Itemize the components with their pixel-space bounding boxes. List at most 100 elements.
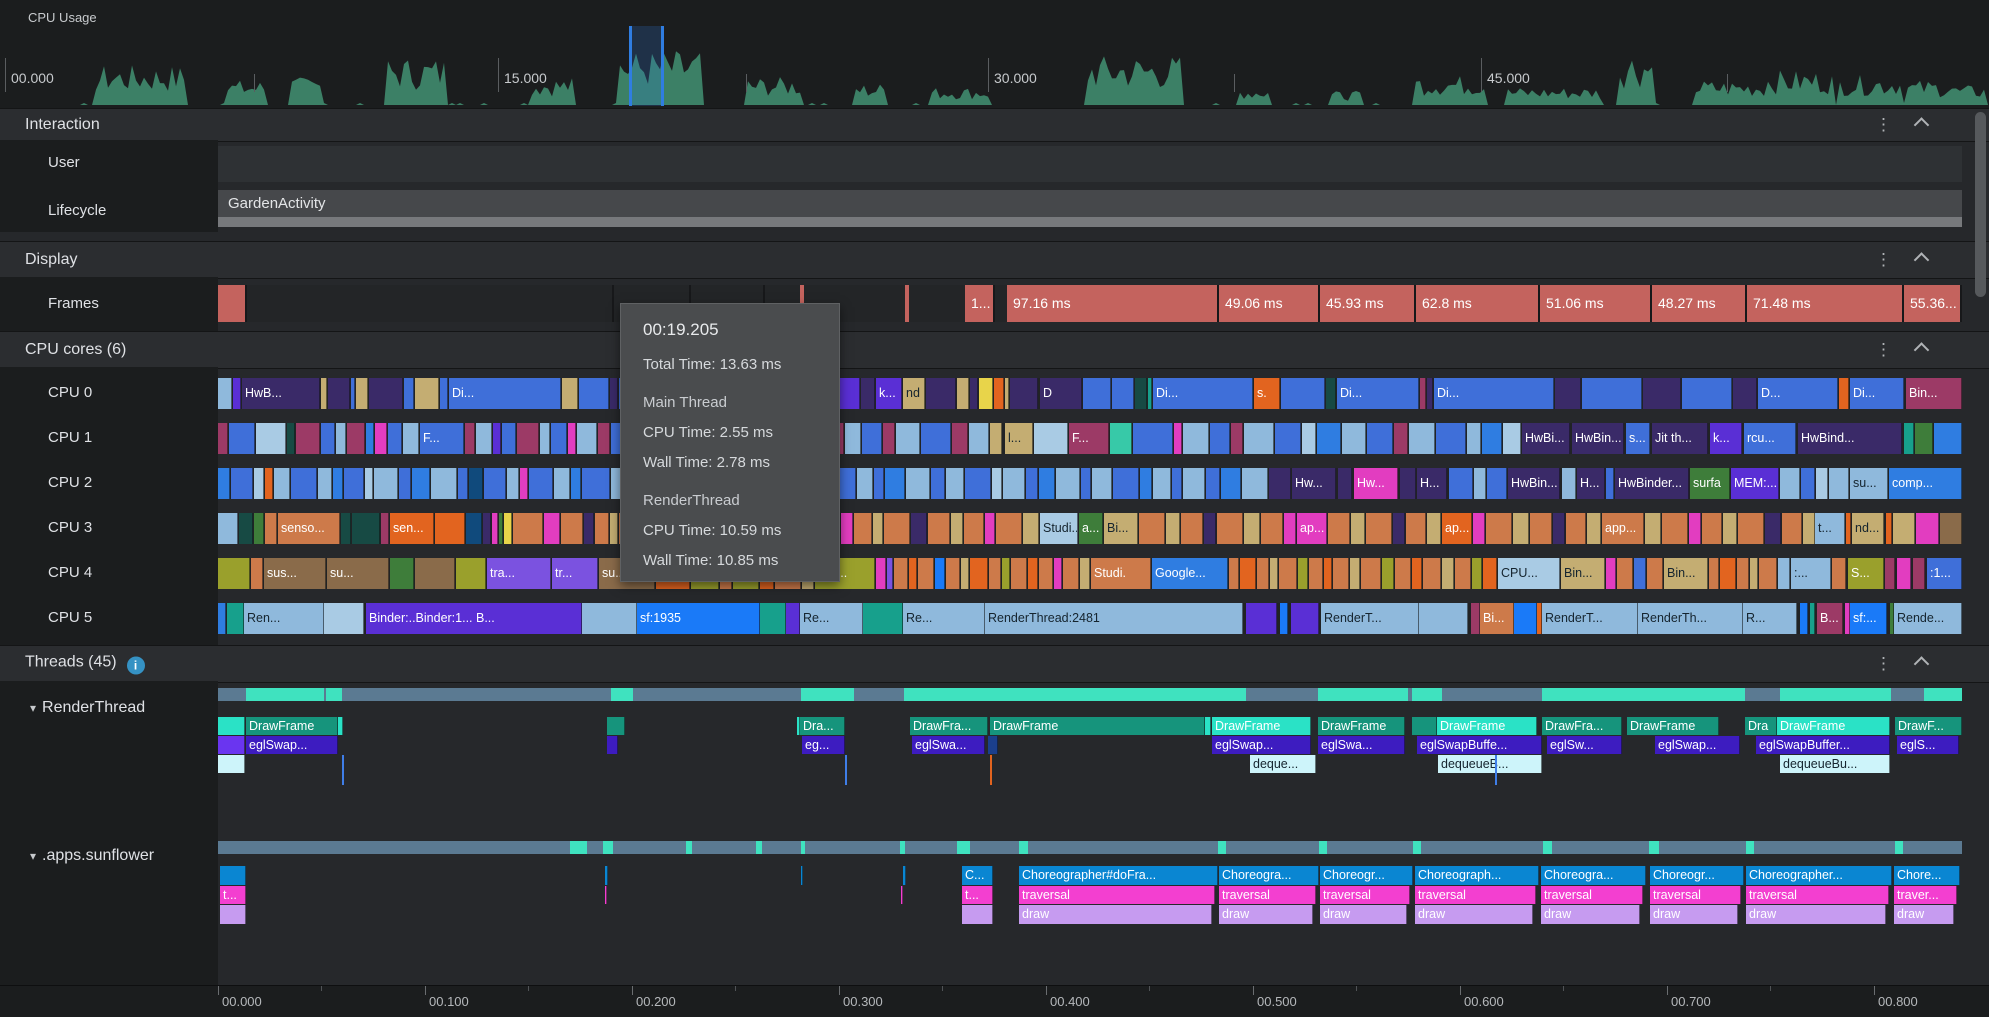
cpu-core-segment[interactable]: tr...: [552, 558, 598, 589]
trace-event-eglswapbuffers[interactable]: eglSw...: [1547, 736, 1622, 754]
frames-track[interactable]: 1... 97.16 ms 49.06 ms 45.93 ms 62.8 ms 51.06…: [218, 285, 1962, 322]
cpu-core-segment[interactable]: [1039, 468, 1055, 499]
cpu-core-segment[interactable]: [1003, 468, 1025, 499]
cpu-core-segment[interactable]: [1643, 378, 1681, 409]
cpu-core-segment[interactable]: :1...: [1927, 558, 1962, 589]
cpu-core-segment[interactable]: [1366, 513, 1392, 544]
cpu-core-segment[interactable]: [946, 468, 964, 499]
trace-event-dequeuebuffer[interactable]: [218, 755, 245, 773]
cpu-core-segment[interactable]: [513, 513, 543, 544]
cpu-core-segment[interactable]: [883, 423, 895, 454]
cpu-core-segment[interactable]: [1054, 558, 1062, 589]
cpu-core-segment[interactable]: Re...: [903, 603, 985, 634]
trace-event-choreographer[interactable]: Choreogra...: [1219, 866, 1319, 885]
chevron-down-icon[interactable]: ▾: [30, 849, 37, 863]
cpu-core-segment[interactable]: [1153, 468, 1171, 499]
cpu-core-segment[interactable]: [218, 468, 230, 499]
cpu-core-segment[interactable]: [1442, 558, 1454, 589]
cpu-core-segment[interactable]: [1284, 513, 1296, 544]
frame-block[interactable]: 1...: [965, 285, 995, 322]
cpu-core-segment[interactable]: [1270, 558, 1278, 589]
cpu-core-segment[interactable]: [1810, 603, 1815, 634]
cpu-core-segment[interactable]: HwBind...: [1798, 423, 1902, 454]
trace-event-choreographer[interactable]: [801, 866, 803, 885]
cpu-core-segment[interactable]: [1183, 468, 1205, 499]
cpu-core-segment[interactable]: [571, 468, 581, 499]
cpu-core-segment[interactable]: k...: [1710, 423, 1742, 454]
cpu-core-segment[interactable]: a...: [1079, 513, 1103, 544]
cpu-core-segment[interactable]: [970, 558, 988, 589]
cpu-core-segment[interactable]: Rende...: [1894, 603, 1962, 634]
cpu-core-segment[interactable]: [1257, 558, 1269, 589]
cpu-core-segment[interactable]: [1419, 603, 1468, 634]
cpu-core-segment[interactable]: [291, 468, 317, 499]
cpu-core-segment[interactable]: [1382, 558, 1394, 589]
trace-event-drawframe[interactable]: DrawFra...: [910, 717, 988, 735]
cpu-core-segment[interactable]: [1845, 603, 1850, 634]
trace-event-drawframe[interactable]: [1412, 717, 1437, 735]
cpu-core-segment[interactable]: ap...: [1442, 513, 1472, 544]
trace-event-choreographer[interactable]: Chore...: [1894, 866, 1960, 885]
trace-event-draw[interactable]: draw: [1541, 905, 1640, 924]
cpu-core-segment[interactable]: [1056, 468, 1080, 499]
cpu-core-segment[interactable]: [1240, 558, 1256, 589]
cpu-core-segment[interactable]: [1503, 423, 1521, 454]
janky-frame-tick[interactable]: [905, 285, 909, 322]
trace-event-traversal[interactable]: traversal: [1019, 886, 1215, 904]
trace-event-eglswapbuffers[interactable]: eg...: [802, 736, 845, 754]
cpu-core-segment[interactable]: [845, 423, 861, 454]
cpu-core-segment[interactable]: [1780, 468, 1800, 499]
cpu-core-segment[interactable]: [928, 513, 950, 544]
cpu-core-segment[interactable]: [1555, 378, 1581, 409]
cpu-core-segment[interactable]: [1738, 513, 1764, 544]
cpu-core-segment[interactable]: [435, 513, 465, 544]
cpu-core-segment[interactable]: senso...: [278, 513, 340, 544]
cpu-core-segment[interactable]: [390, 558, 414, 589]
cpu-core-segment[interactable]: [415, 558, 455, 589]
cpu-core-segment[interactable]: [484, 468, 506, 499]
cpu-core-segment[interactable]: [1028, 558, 1038, 589]
cpu-core-segment[interactable]: [1916, 513, 1939, 544]
cpu-core-segment[interactable]: [1309, 558, 1323, 589]
trace-event-eglswapbuffers[interactable]: eglSwa...: [1318, 736, 1405, 754]
cpu-core-segment[interactable]: sen...: [390, 513, 434, 544]
cpu-core-segment[interactable]: [1275, 423, 1301, 454]
cpu-core-segment[interactable]: [610, 513, 618, 544]
frame-block[interactable]: 97.16 ms: [1007, 285, 1219, 322]
cpu-core-segment[interactable]: s.: [1254, 378, 1280, 409]
cpu-core-segment[interactable]: Bi...: [1480, 603, 1514, 634]
cpu-core-segment[interactable]: [1800, 603, 1808, 634]
cpu-core-segment[interactable]: B...: [1817, 603, 1843, 634]
cpu-core-segment[interactable]: [1934, 423, 1962, 454]
cpu-core-segment[interactable]: [1005, 378, 1009, 409]
cpu-core-segment[interactable]: [1395, 558, 1411, 589]
cpu-core-segment[interactable]: [1092, 468, 1112, 499]
trace-event-dequeuebuffer[interactable]: dequeueB...: [1438, 755, 1542, 773]
cpu-core-segment[interactable]: [404, 378, 414, 409]
cpu-core-segment[interactable]: [544, 513, 560, 544]
cpu-core-segment[interactable]: [1350, 558, 1360, 589]
cpu-core-segment[interactable]: s...: [1626, 423, 1650, 454]
cpu-core-segment[interactable]: [1940, 513, 1962, 544]
cpu-core-segment[interactable]: [760, 603, 786, 634]
trace-event-traversal[interactable]: [901, 886, 903, 904]
info-icon[interactable]: i: [126, 656, 145, 675]
cpu-core-segment[interactable]: [1816, 468, 1828, 499]
cpu-core-segment[interactable]: [582, 468, 610, 499]
cpu-core-segment[interactable]: [1338, 468, 1352, 499]
cpu-core-segment[interactable]: [1246, 603, 1277, 634]
cpu-core-segment[interactable]: [287, 423, 295, 454]
cpu-core-segment[interactable]: [1010, 378, 1038, 409]
scrollbar-thumb[interactable]: [1975, 112, 1986, 297]
trace-event-drawframe[interactable]: [1205, 717, 1211, 735]
cpu-core-segment[interactable]: [1886, 513, 1892, 544]
trace-event-drawframe[interactable]: DrawFra...: [1542, 717, 1622, 735]
cpu-core-segment[interactable]: [610, 378, 618, 409]
cpu-core-segment[interactable]: Di...: [1337, 378, 1419, 409]
cpu-core-segment[interactable]: [352, 513, 380, 544]
cpu-core-segment[interactable]: [1412, 558, 1422, 589]
cpu-core-segment[interactable]: tra...: [487, 558, 551, 589]
trace-event-traversal[interactable]: traversal: [1746, 886, 1889, 904]
cpu-core-segment[interactable]: [265, 468, 273, 499]
cpu-core-segment[interactable]: [1135, 378, 1147, 409]
